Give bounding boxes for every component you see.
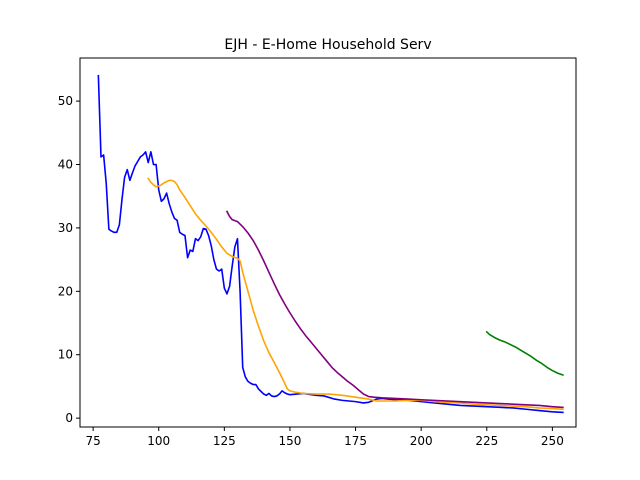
x-tick-label: 200: [410, 434, 433, 448]
y-tick-label: 10: [58, 348, 73, 362]
x-axis: 75 100 125 150 175 200 225 250: [85, 427, 564, 448]
series-line-3: [225, 210, 564, 409]
series-line-1: [97, 74, 564, 414]
y-tick-label: 40: [58, 158, 73, 172]
x-tick-label: 225: [475, 434, 498, 448]
series-line-4: [485, 330, 564, 377]
y-tick-label: 50: [58, 94, 73, 108]
series-line-2: [147, 177, 564, 411]
y-tick-label: 0: [65, 411, 73, 425]
chart-title: EJH - E-Home Household Serv: [224, 37, 431, 53]
x-tick-label: 75: [85, 434, 100, 448]
x-tick-label: 175: [344, 434, 367, 448]
x-tick-label: 250: [541, 434, 564, 448]
x-tick-label: 150: [278, 434, 301, 448]
y-tick-label: 30: [58, 221, 73, 235]
series-layer: [97, 74, 564, 414]
x-tick-label: 100: [147, 434, 170, 448]
plot-area-frame: [79, 57, 577, 428]
x-tick-label: 125: [213, 434, 236, 448]
y-tick-label: 20: [58, 284, 73, 298]
y-axis: 0 10 20 30 40 50: [58, 94, 80, 425]
